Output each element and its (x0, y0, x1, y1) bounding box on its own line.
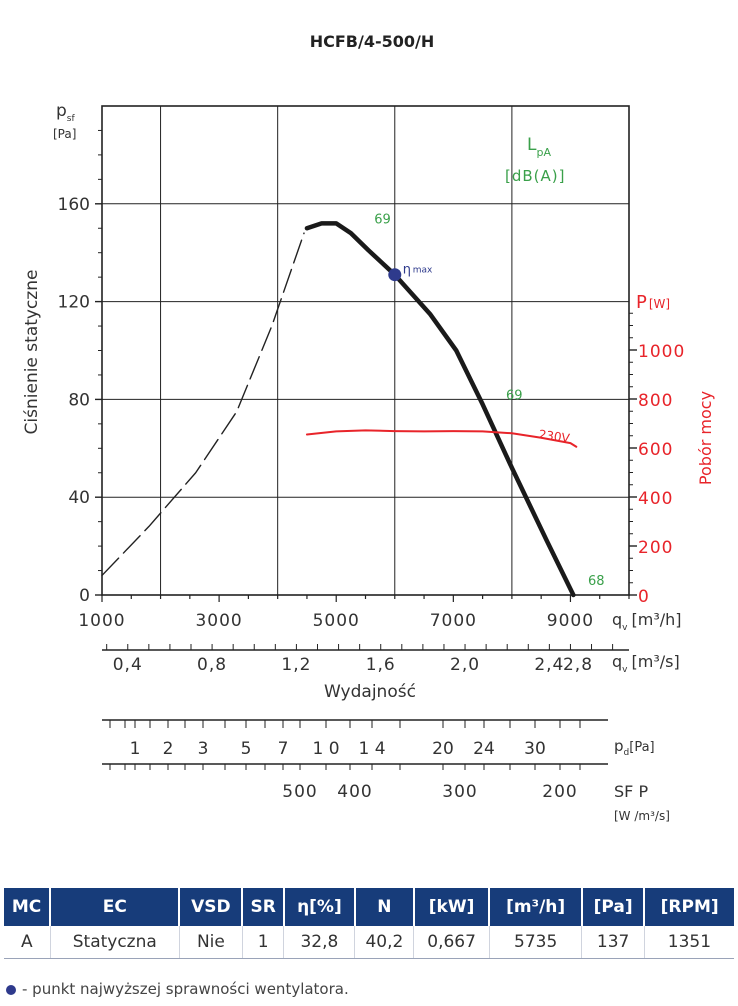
header-ec: EC (50, 888, 181, 926)
legend: - punkt najwyższej sprawności wentylator… (6, 980, 349, 998)
x-ticks: 1000 3000 5000 7000 9000 (78, 595, 630, 631)
y-tick-label: 0 (79, 586, 90, 606)
series-group (101, 221, 578, 598)
pd-scale: 1 2 3 5 7 1 0 1 4 20 24 30 (109, 720, 581, 770)
y2-unit-symbol: P [W] (636, 292, 670, 313)
y-tick-label: 160 (58, 195, 90, 215)
x-axis-label: Wydajność (324, 682, 416, 702)
noise-label-unit: [dB(A)] (505, 167, 565, 185)
pd-tick-label: 30 (524, 739, 546, 759)
x2-tick-label: 1,2 (281, 655, 311, 675)
pd-tick-label: 5 (241, 739, 252, 759)
x2-ticks: 0,4 0,8 1,2 1,6 2,0 2,42,8 (106, 644, 614, 675)
y2-axis-label: Pobór mocy (696, 391, 715, 485)
cell-m3h: 5735 (489, 926, 583, 959)
pd-tick-label: 3 (198, 739, 209, 759)
eta-point-legend-icon (6, 984, 16, 995)
x-tick-label: 9000 (547, 611, 594, 631)
sfp-tick-label: 400 (337, 782, 372, 802)
header-eta: η[%] (283, 888, 356, 926)
eta-max-sub: max (413, 266, 433, 276)
x-unit: qv [m³/h] (612, 610, 682, 633)
spec-table: MC EC VSD SR η[%] N [kW] [m³/h] [Pa] [RP… (4, 888, 734, 959)
eta-max-group: η max (388, 263, 433, 282)
pd-tick-label: 1 (130, 739, 141, 759)
x-tick-label: 7000 (430, 611, 477, 631)
pd-tick-label: 24 (473, 739, 495, 759)
noise-label-symbol: LpA (527, 135, 551, 159)
y-axis-label: Ciśnienie statyczne (22, 270, 42, 435)
header-m3h: [m³/h] (489, 888, 583, 926)
power-curve (305, 429, 578, 448)
header-sr: SR (242, 888, 285, 926)
x-tick-label: 5000 (313, 611, 360, 631)
sfp-tick-label: 300 (442, 782, 477, 802)
point-labels: 69 69 68 230V (374, 212, 604, 589)
spec-header-row: MC EC VSD SR η[%] N [kW] [m³/h] [Pa] [RP… (4, 888, 734, 926)
sfp-unit-2: [W /m³/s] (614, 809, 670, 823)
pd-unit: pd[Pa] (614, 737, 655, 758)
header-vsd: VSD (179, 888, 244, 926)
noise-value-label: 68 (588, 574, 605, 589)
power-curve-label: 230V (538, 427, 572, 445)
header-pa: [Pa] (581, 888, 646, 926)
y2-tick-label: 0 (638, 587, 650, 607)
cell-ec: Statyczna (50, 926, 180, 959)
pd-tick-label: 1 4 (358, 739, 385, 759)
cell-vsd: Nie (179, 926, 243, 959)
eta-max-label: η (403, 263, 411, 278)
cell-sr: 1 (242, 926, 285, 959)
x-tick-label: 1000 (78, 611, 125, 631)
pd-tick-label: 2 (163, 739, 174, 759)
chart-title: HCFB/4-500/H (310, 32, 435, 51)
legend-text: - punkt najwyższej sprawności wentylator… (22, 980, 349, 998)
x2-tick-label: 0,8 (197, 655, 227, 675)
x2-tick-label: 2,4 (534, 655, 564, 675)
y2-tick-label: 800 (638, 391, 673, 411)
x2-tick-label: 2,0 (450, 655, 480, 675)
cell-pa: 137 (581, 926, 645, 959)
header-kw: [kW] (413, 888, 491, 926)
cell-mc: A (4, 926, 51, 959)
x-tick-label: 3000 (195, 611, 242, 631)
cell-n: 40,2 (354, 926, 415, 959)
sfp-scale: 500 400 300 200 (282, 782, 577, 802)
x2-tick-label: 0,4 (113, 655, 143, 675)
y2-tick-label: 200 (638, 538, 673, 558)
x2-tick-label: 1,6 (366, 655, 396, 675)
x2-unit: qv [m³/s] (612, 652, 680, 675)
sfp-tick-label: 200 (542, 782, 577, 802)
y-tick-label: 80 (68, 390, 90, 410)
sfp-tick-label: 500 (282, 782, 317, 802)
header-n: N (354, 888, 415, 926)
header-mc: MC (4, 888, 52, 926)
eta-max-point (388, 268, 402, 282)
y2-ticks: 0 200 400 600 800 1000 (629, 312, 685, 607)
y2-tick-label: 400 (638, 489, 673, 509)
pd-tick-label: 7 (278, 739, 289, 759)
y-unit: [Pa] (53, 127, 76, 141)
y2-tick-label: 1000 (638, 342, 685, 362)
cell-eta: 32,8 (283, 926, 356, 959)
table-row: A Statyczna Nie 1 32,8 40,2 0,667 5735 1… (4, 926, 734, 959)
pd-tick-label: 1 0 (312, 739, 339, 759)
y-tick-label: 40 (68, 488, 90, 508)
pd-tick-label: 20 (432, 739, 454, 759)
pressure-curve (304, 221, 576, 598)
y-unit-symbol: psf (56, 101, 75, 124)
cell-kw: 0,667 (413, 926, 490, 959)
y2-tick-label: 600 (638, 440, 673, 460)
noise-value-label: 69 (506, 388, 523, 403)
noise-value-label: 69 (374, 212, 391, 227)
y-ticks: 0 40 80 120 160 (58, 129, 102, 606)
sfp-unit: SF P (614, 782, 648, 801)
fan-curve-chart: HCFB/4-500/H psf [Pa] Ciśnienie statyczn… (22, 32, 715, 823)
x2-tick-label: 2,8 (563, 655, 593, 675)
y-tick-label: 120 (58, 293, 90, 313)
cell-rpm: 1351 (644, 926, 734, 959)
pressure-curve-stall (101, 232, 305, 577)
header-rpm: [RPM] (644, 888, 734, 926)
